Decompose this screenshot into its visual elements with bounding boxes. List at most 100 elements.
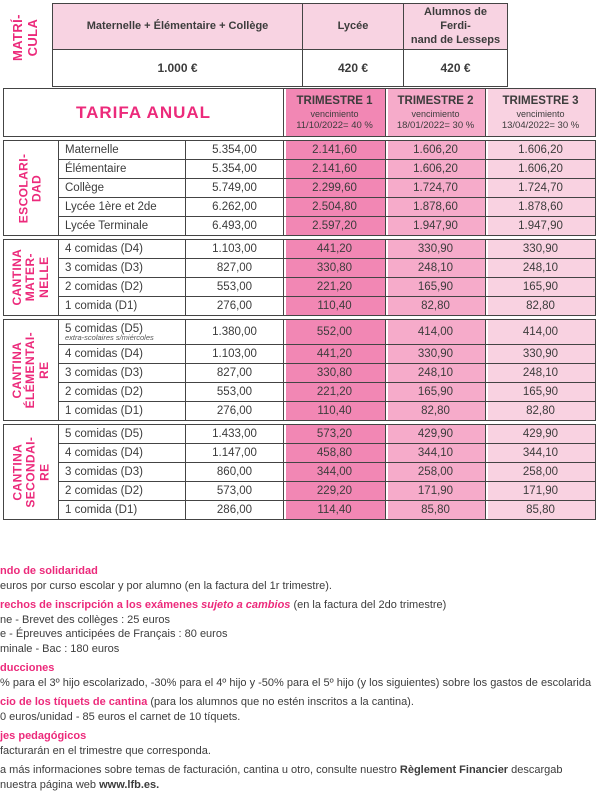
matricula-vertical-text: MATRÍ- CULA	[9, 14, 39, 62]
amount-trimestre-3: 82,80	[485, 401, 596, 421]
table-row: CANTINA ÉLÉMENTAI- RE 5 comidas (D5) extra…	[3, 319, 596, 421]
amount-trimestre-1: 573,20	[283, 424, 386, 444]
trimestre-3-name: TRIMESTRE 3	[502, 95, 579, 107]
amount-trimestre-3: 1.947,90	[485, 216, 596, 236]
row-label: 2 comidas (D2)	[58, 481, 186, 501]
row-label: 2 comidas (D2)	[58, 382, 186, 402]
row-label: 4 comidas (D4)	[58, 239, 186, 259]
amount-trimestre-2: 330,90	[385, 239, 486, 259]
group-vertical-label: ESCOLARI- DAD	[16, 153, 45, 223]
amount-trimestre-2: 414,00	[385, 319, 486, 345]
table-row: CANTINA SECONDAI- RE 5 comidas (D5) 1.433,…	[3, 424, 596, 520]
amount-annual: 276,00	[185, 296, 284, 316]
amount-annual: 276,00	[185, 401, 284, 421]
footer-paragraph: jes pedagógicos facturarán en el trimestr…	[0, 729, 600, 758]
amount-trimestre-2: 258,00	[385, 462, 486, 482]
amount-trimestre-1: 330,80	[283, 363, 386, 383]
footer-heading-text: ndo de solidaridad	[0, 565, 98, 577]
row-label: Maternelle	[58, 140, 186, 160]
amount-trimestre-3: 330,90	[485, 239, 596, 259]
table-row: 2 comidas (D2) 553,00 221,20 165,90 165,90	[4, 277, 596, 297]
tarifa-groups: ESCOLARI- DAD Maternelle 5.354,00 2.141,60 1…	[3, 140, 596, 520]
footer-text: % para el 3º hijo escolarizado, -30% par…	[0, 676, 592, 689]
amount-annual: 827,00	[185, 258, 284, 278]
group-vertical-label: CANTINA ÉLÉMENTAI- RE	[9, 331, 51, 409]
footer-line: euros por curso escolar y por alumno (en…	[0, 579, 600, 594]
amount-annual: 6.262,00	[185, 197, 284, 217]
trimestre-3-due-label: vencimiento	[516, 108, 565, 119]
footer-text: (en la factura del 2do trimestre)	[290, 599, 447, 611]
trimestre-1-due-label: vencimiento	[310, 108, 359, 119]
table-row: Élémentaire 5.354,00 2.141,60 1.606,20 1.606…	[4, 159, 596, 179]
row-label: 2 comidas (D2)	[58, 277, 186, 297]
amount-trimestre-1: 221,20	[283, 277, 386, 297]
amount-trimestre-1: 2.299,60	[283, 178, 386, 198]
amount-trimestre-2: 85,80	[385, 500, 486, 520]
footer-line: cio de los tíquets de cantina (para los …	[0, 695, 600, 710]
trimestre-3-due-date: 13/04/2022= 30 %	[501, 120, 580, 132]
amount-annual: 827,00	[185, 363, 284, 383]
amount-trimestre-3: 165,90	[485, 382, 596, 402]
table-row: Collège 5.749,00 2.299,60 1.724,70 1.724,70	[4, 178, 596, 198]
amount-trimestre-1: 110,40	[283, 296, 386, 316]
row-sublabel: extra-scolaires s/miércoles	[65, 332, 154, 342]
amount-trimestre-3: 330,90	[485, 344, 596, 364]
row-label: 3 comidas (D3)	[58, 462, 186, 482]
amount-annual: 573,00	[185, 481, 284, 501]
matricula-table: Maternelle + Élémentaire + Collège Lycée…	[52, 2, 508, 88]
row-label: 1 comida (D1)	[58, 296, 186, 316]
amount-annual: 5.354,00	[185, 159, 284, 179]
footer-paragraph: ndo de solidaridad euros por curso escola…	[0, 564, 600, 593]
row-label: Élémentaire	[58, 159, 186, 179]
tarifa-header-table: TARIFA ANUAL TRIMESTRE 1 vencimiento 11/…	[2, 88, 597, 137]
amount-trimestre-2: 330,90	[385, 344, 486, 364]
tarifa-anual-section: TARIFA ANUAL TRIMESTRE 1 vencimiento 11/…	[2, 88, 597, 520]
row-label: Lycée 1ère et 2de	[58, 197, 186, 217]
row-label: Lycée Terminale	[58, 216, 186, 236]
footer-text: a más informaciones sobre temas de factu…	[0, 764, 400, 776]
table-row: Lycée 1ère et 2de 6.262,00 2.504,80 1.878,6…	[4, 197, 596, 217]
table-row: ESCOLARI- DAD Maternelle 5.354,00 2.141,60 1…	[3, 140, 596, 236]
table-row: 3 comidas (D3) 860,00 344,00 258,00 258,00	[4, 462, 596, 482]
amount-trimestre-1: 229,20	[283, 481, 386, 501]
footer-line: ne - Brevet des collèges : 25 euros	[0, 613, 600, 628]
amount-trimestre-2: 429,90	[385, 424, 486, 444]
amount-annual: 1.103,00	[185, 344, 284, 364]
amount-trimestre-2: 248,10	[385, 258, 486, 278]
amount-trimestre-1: 2.141,60	[283, 159, 386, 179]
trimestre-2-header: TRIMESTRE 2 vencimiento 18/01/2022= 30 %	[385, 88, 487, 137]
amount-trimestre-1: 2.504,80	[283, 197, 386, 217]
amount-trimestre-2: 82,80	[385, 296, 486, 316]
row-label: 3 comidas (D3)	[58, 258, 186, 278]
footer-line: ducciones	[0, 661, 600, 676]
tarifa-group-table-1: CANTINA MATER- NELLE 4 comidas (D4) 1.103,…	[3, 239, 596, 316]
amount-trimestre-1: 2.597,20	[283, 216, 386, 236]
table-row: 1 comida (D1) 286,00 114,40 85,80 85,80	[4, 500, 596, 520]
footer-line: e - Épreuves anticipées de Français : 80…	[0, 627, 600, 642]
table-row: 3 comidas (D3) 827,00 330,80 248,10 248,10	[4, 258, 596, 278]
matricula-values-row: 1.000 € 420 € 420 €	[52, 49, 508, 88]
footer-text: www.lfb.es.	[99, 778, 160, 791]
amount-trimestre-2: 165,90	[385, 277, 486, 297]
table-row: CANTINA MATER- NELLE 4 comidas (D4) 1.103,…	[3, 239, 596, 316]
row-label: 3 comidas (D3)	[58, 363, 186, 383]
row-label: 1 comidas (D1)	[58, 401, 186, 421]
amount-annual: 860,00	[185, 462, 284, 482]
footer-text: euros por curso escolar y por alumno (en…	[0, 579, 332, 592]
row-label: 4 comidas (D4)	[58, 344, 186, 364]
footer-text: (para los alumnos que no estén inscritos…	[147, 696, 414, 708]
amount-trimestre-3: 82,80	[485, 296, 596, 316]
footer-line: a más informaciones sobre temas de factu…	[0, 763, 600, 778]
matricula-col-header-maternelle-elementaire-college: Maternelle + Élémentaire + Collège	[52, 2, 303, 51]
amount-trimestre-2: 1.606,20	[385, 159, 486, 179]
footer-heading-text: sujeto a cambios	[201, 599, 291, 611]
amount-annual: 286,00	[185, 500, 284, 520]
amount-trimestre-3: 1.878,60	[485, 197, 596, 217]
group-vertical-label: CANTINA MATER- NELLE	[9, 249, 51, 306]
table-row: 4 comidas (D4) 1.147,00 458,80 344,10 344,10	[4, 443, 596, 463]
group-vertical-label: CANTINA SECONDAI- RE	[9, 436, 51, 508]
footer-paragraph: rechos de inscripción a los exámenes suj…	[0, 598, 600, 656]
amount-trimestre-1: 110,40	[283, 401, 386, 421]
amount-trimestre-3: 344,10	[485, 443, 596, 463]
trimestre-2-name: TRIMESTRE 2	[397, 95, 474, 107]
